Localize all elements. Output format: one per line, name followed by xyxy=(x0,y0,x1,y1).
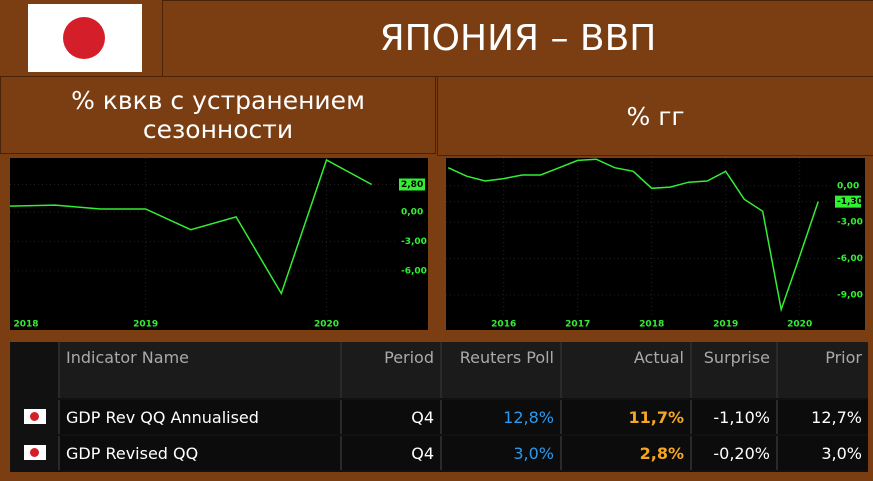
y-tick-label: -6,00 xyxy=(837,254,863,264)
chart: 2,80 0,00 -3,00 -6,00 2018 2019 2020 xyxy=(10,158,428,330)
table-cell: 3,0% xyxy=(440,436,560,470)
table-cell: Q4 xyxy=(340,400,440,434)
flag-icon xyxy=(24,445,46,460)
flag xyxy=(28,4,142,72)
column-header: Surprise xyxy=(690,342,776,398)
table-cell: 11,7% xyxy=(560,400,690,434)
table-cell: 2,8% xyxy=(560,436,690,470)
last-value-box xyxy=(835,195,861,208)
table-cell: GDP Rev QQ Annualised xyxy=(58,400,340,434)
table-cell: 12,7% xyxy=(776,400,868,434)
table-cell: GDP Revised QQ xyxy=(58,436,340,470)
column-header: Indicator Name xyxy=(58,342,340,398)
chart: 0,00 -1,30 -3,00 -6,00 -9,00 2016 2017 2018 2019… xyxy=(446,158,865,330)
table-cell: -0,20% xyxy=(690,436,776,470)
x-tick-label: 2018 xyxy=(13,320,38,330)
y-tick-label: 2,80 xyxy=(401,180,423,190)
x-tick-label: 2017 xyxy=(565,320,590,330)
y-tick-label: -9,00 xyxy=(837,290,863,300)
column-header: Actual xyxy=(560,342,690,398)
y-tick-label: 0,00 xyxy=(837,181,859,191)
x-tick-label: 2019 xyxy=(133,320,158,330)
x-tick-label: 2020 xyxy=(787,320,812,330)
x-tick-label: 2020 xyxy=(314,320,339,330)
table-cell: -1,10% xyxy=(690,400,776,434)
flag-icon xyxy=(24,409,46,424)
column-header: Period xyxy=(340,342,440,398)
chart-title: % квкв с устранением сезонности xyxy=(0,76,436,154)
column-header: Prior xyxy=(776,342,868,398)
y-tick-label: -3,00 xyxy=(837,218,863,228)
y-tick-label: -6,00 xyxy=(401,266,427,276)
column-header: Reuters Poll xyxy=(440,342,560,398)
table: Indicator Name Period Reuters Poll Actual Su… xyxy=(10,342,868,472)
line xyxy=(447,158,819,313)
table-cell: Q4 xyxy=(340,436,440,470)
title: ЯПОНИЯ – ВВП xyxy=(162,0,873,77)
table-cell: 12,8% xyxy=(440,400,560,434)
line xyxy=(10,158,373,296)
x-tick-label: 2016 xyxy=(491,320,516,330)
chart-title: % гг xyxy=(437,76,873,156)
x-tick-label: 2019 xyxy=(713,320,738,330)
last-value-box xyxy=(399,178,425,191)
y-tick-label: -1,30 xyxy=(837,197,863,207)
x-tick-label: 2018 xyxy=(639,320,664,330)
table-cell: 3,0% xyxy=(776,436,868,470)
y-tick-label: -3,00 xyxy=(401,237,427,247)
y-tick-label: 0,00 xyxy=(401,207,423,217)
